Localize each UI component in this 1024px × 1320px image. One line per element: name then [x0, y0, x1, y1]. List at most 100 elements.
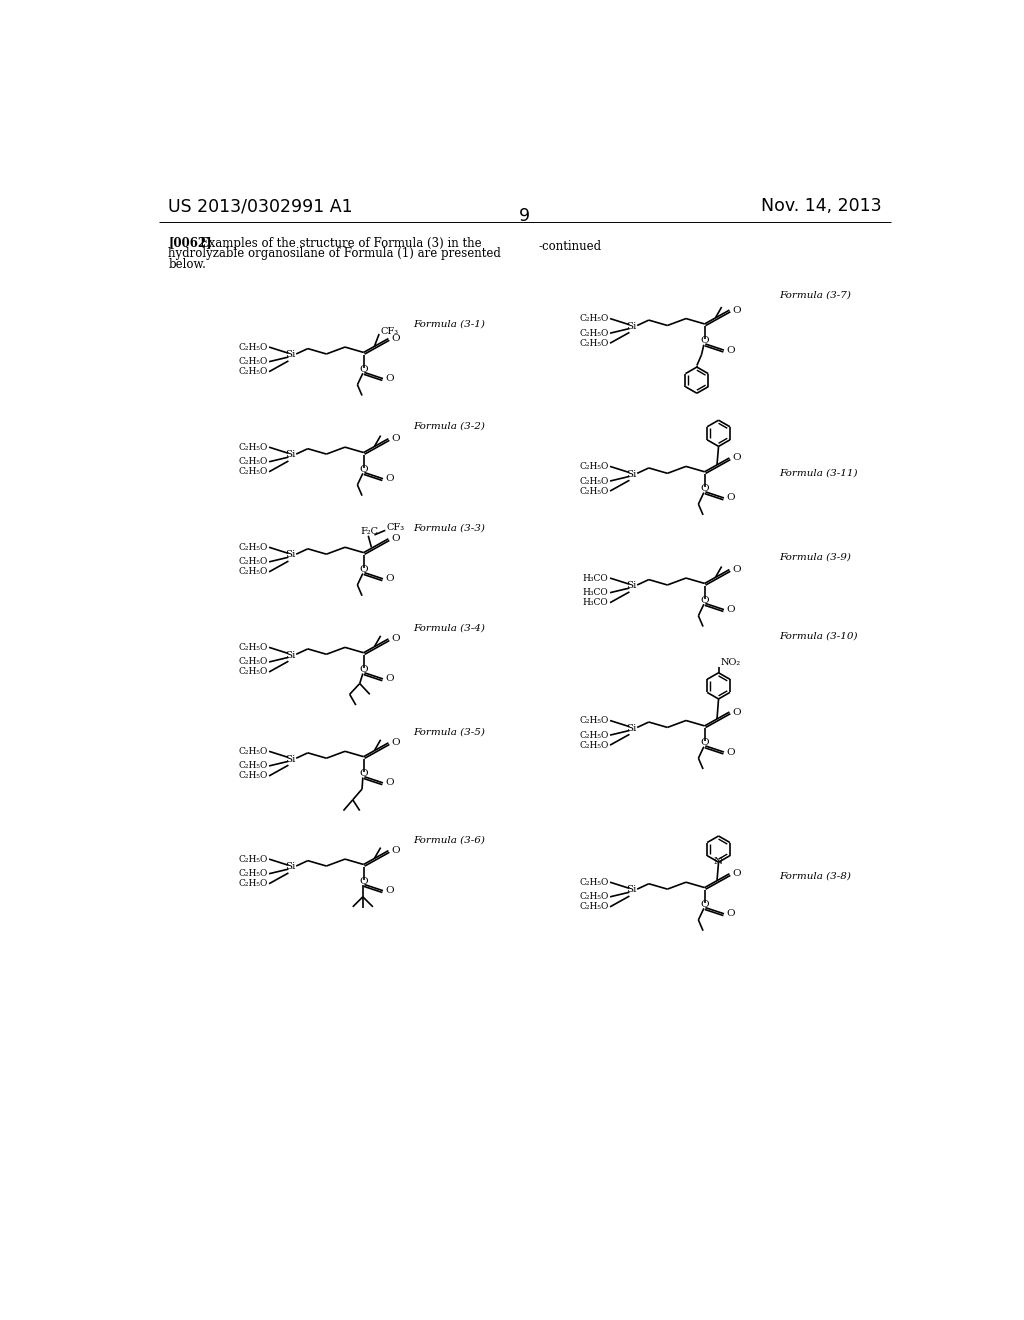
Text: O: O: [385, 474, 394, 483]
Text: -continued: -continued: [539, 240, 601, 253]
Text: O: O: [700, 738, 709, 747]
Text: F₂C: F₂C: [360, 527, 379, 536]
Text: Formula (3-10): Formula (3-10): [779, 631, 857, 640]
Text: Si: Si: [286, 550, 296, 560]
Text: O: O: [359, 770, 368, 777]
Text: Formula (3-7): Formula (3-7): [779, 290, 851, 300]
Text: Formula (3-1): Formula (3-1): [414, 319, 485, 329]
Text: C₂H₅O: C₂H₅O: [239, 343, 267, 351]
Text: C₂H₅O: C₂H₅O: [580, 892, 608, 902]
Text: C₂H₅O: C₂H₅O: [239, 870, 267, 878]
Text: O: O: [359, 876, 368, 886]
Text: C₂H₅O: C₂H₅O: [239, 568, 267, 577]
Text: O: O: [391, 635, 400, 643]
Text: C₂H₅O: C₂H₅O: [239, 457, 267, 466]
Text: O: O: [700, 337, 709, 346]
Text: US 2013/0302991 A1: US 2013/0302991 A1: [168, 197, 353, 215]
Text: Formula (3-5): Formula (3-5): [414, 727, 485, 737]
Text: O: O: [391, 535, 400, 544]
Text: C₂H₅O: C₂H₅O: [239, 557, 267, 566]
Text: C₂H₅O: C₂H₅O: [580, 314, 608, 323]
Text: O: O: [359, 665, 368, 675]
Text: CF₃: CF₃: [381, 327, 398, 337]
Text: O: O: [359, 565, 368, 574]
Text: Si: Si: [627, 581, 637, 590]
Text: C₂H₅O: C₂H₅O: [580, 715, 608, 725]
Text: O: O: [700, 900, 709, 909]
Text: C₂H₅O: C₂H₅O: [580, 487, 608, 495]
Text: O: O: [385, 374, 394, 383]
Text: O: O: [385, 886, 394, 895]
Text: C₂H₅O: C₂H₅O: [580, 477, 608, 486]
Text: CF₃: CF₃: [387, 524, 404, 532]
Text: C₂H₅O: C₂H₅O: [580, 741, 608, 750]
Text: Examples of the structure of Formula (3) in the: Examples of the structure of Formula (3)…: [200, 236, 481, 249]
Text: Si: Si: [286, 755, 296, 763]
Text: Formula (3-9): Formula (3-9): [779, 553, 851, 562]
Text: C₂H₅O: C₂H₅O: [239, 643, 267, 652]
Text: O: O: [700, 595, 709, 605]
Text: Si: Si: [286, 450, 296, 459]
Text: C₂H₅O: C₂H₅O: [239, 747, 267, 756]
Text: Formula (3-4): Formula (3-4): [414, 623, 485, 632]
Text: Formula (3-3): Formula (3-3): [414, 524, 485, 532]
Text: Si: Si: [286, 350, 296, 359]
Text: C₂H₅O: C₂H₅O: [580, 329, 608, 338]
Text: Nov. 14, 2013: Nov. 14, 2013: [761, 197, 882, 215]
Text: H₃CO: H₃CO: [583, 589, 608, 597]
Text: O: O: [732, 454, 741, 462]
Text: C₂H₅O: C₂H₅O: [580, 339, 608, 347]
Text: O: O: [726, 605, 735, 614]
Text: C₂H₅O: C₂H₅O: [239, 442, 267, 451]
Text: Si: Si: [627, 886, 637, 895]
Text: O: O: [700, 484, 709, 494]
Text: Formula (3-8): Formula (3-8): [779, 871, 851, 880]
Text: [0062]: [0062]: [168, 236, 212, 249]
Text: Formula (3-2): Formula (3-2): [414, 422, 485, 430]
Text: O: O: [359, 364, 368, 374]
Text: C₂H₅O: C₂H₅O: [239, 467, 267, 477]
Text: NO₂: NO₂: [720, 659, 740, 667]
Text: Si: Si: [627, 322, 637, 331]
Text: H₃CO: H₃CO: [583, 598, 608, 607]
Text: C₂H₅O: C₂H₅O: [580, 731, 608, 739]
Text: N: N: [714, 857, 723, 866]
Text: O: O: [391, 334, 400, 343]
Text: Si: Si: [286, 862, 296, 871]
Text: O: O: [385, 779, 394, 787]
Text: C₂H₅O: C₂H₅O: [239, 762, 267, 771]
Text: C₂H₅O: C₂H₅O: [239, 358, 267, 366]
Text: O: O: [385, 675, 394, 684]
Text: O: O: [726, 346, 735, 355]
Text: C₂H₅O: C₂H₅O: [580, 903, 608, 911]
Text: O: O: [732, 708, 741, 717]
Text: C₂H₅O: C₂H₅O: [239, 657, 267, 667]
Text: O: O: [726, 494, 735, 503]
Text: C₂H₅O: C₂H₅O: [239, 879, 267, 888]
Text: hydrolyzable organosilane of Formula (1) are presented: hydrolyzable organosilane of Formula (1)…: [168, 247, 501, 260]
Text: C₂H₅O: C₂H₅O: [239, 771, 267, 780]
Text: Formula (3-6): Formula (3-6): [414, 836, 485, 845]
Text: C₂H₅O: C₂H₅O: [580, 878, 608, 887]
Text: O: O: [732, 870, 741, 878]
Text: 9: 9: [519, 207, 530, 226]
Text: H₃CO: H₃CO: [583, 574, 608, 582]
Text: Si: Si: [627, 723, 637, 733]
Text: O: O: [359, 465, 368, 474]
Text: below.: below.: [168, 259, 206, 271]
Text: O: O: [732, 565, 741, 574]
Text: O: O: [732, 306, 741, 314]
Text: O: O: [391, 846, 400, 855]
Text: O: O: [726, 747, 735, 756]
Text: C₂H₅O: C₂H₅O: [239, 543, 267, 552]
Text: O: O: [726, 909, 735, 919]
Text: C₂H₅O: C₂H₅O: [580, 462, 608, 471]
Text: Si: Si: [627, 470, 637, 479]
Text: O: O: [391, 738, 400, 747]
Text: Si: Si: [286, 651, 296, 660]
Text: C₂H₅O: C₂H₅O: [239, 854, 267, 863]
Text: C₂H₅O: C₂H₅O: [239, 668, 267, 676]
Text: O: O: [385, 574, 394, 583]
Text: Formula (3-11): Formula (3-11): [779, 469, 857, 477]
Text: C₂H₅O: C₂H₅O: [239, 367, 267, 376]
